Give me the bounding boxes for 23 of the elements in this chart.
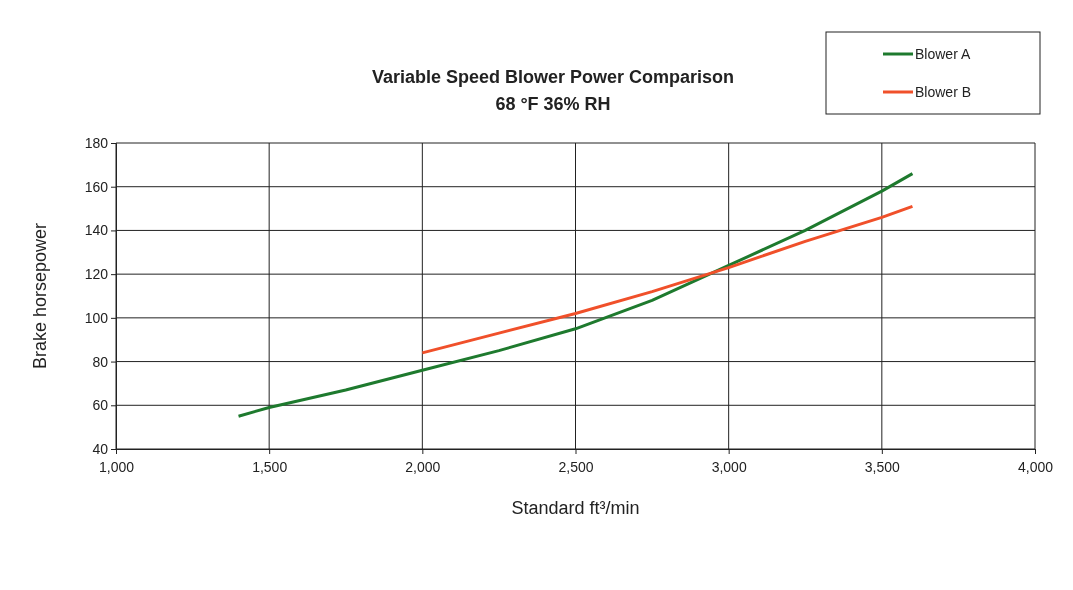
x-tick-label: 3,500	[864, 459, 901, 476]
x-tick-label: 4,000	[1017, 459, 1054, 476]
y-tick-label: 100	[84, 309, 109, 326]
y-tick-label: 40	[92, 440, 109, 457]
chart-title: Variable Speed Blower Power Comparison	[371, 67, 735, 87]
chart-subtitle: 68 °F 36% RH	[495, 94, 611, 114]
y-tick-label: 120	[84, 266, 109, 283]
line-series	[420, 204, 914, 355]
x-tick-label: 3,000	[711, 459, 747, 476]
x-tick-label: 2,000	[405, 459, 441, 476]
x-axis-title: Standard ft³/min	[511, 498, 640, 518]
y-axis-title: Brake horsepower	[30, 222, 50, 370]
y-tick-label: 140	[84, 222, 109, 239]
y-tick-label: 160	[84, 178, 109, 195]
legend-label: Blower A	[915, 46, 971, 62]
x-tick-label: 1,000	[98, 459, 135, 476]
legend-label: Blower B	[915, 84, 972, 100]
y-tick-label: 80	[92, 353, 109, 370]
line-series	[237, 172, 914, 418]
y-tick-label: 60	[92, 397, 109, 414]
y-tick-label: 180	[84, 134, 109, 151]
x-tick-label: 1,500	[252, 459, 288, 476]
x-tick-label: 2,500	[558, 459, 594, 476]
